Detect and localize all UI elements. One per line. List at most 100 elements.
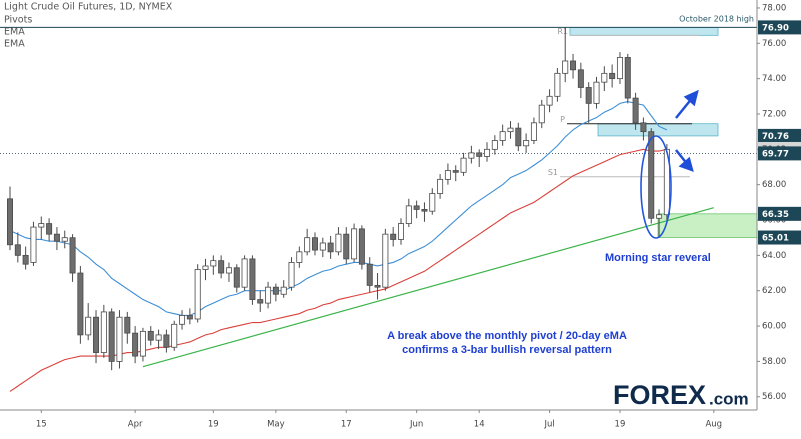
candle-body bbox=[460, 157, 467, 173]
candle-body bbox=[257, 299, 264, 304]
level-label-box bbox=[758, 230, 801, 245]
legend-entry: EMA bbox=[4, 39, 25, 50]
x-tick-label: Apr bbox=[128, 420, 143, 430]
y-tick-label: 78.00 bbox=[762, 3, 786, 13]
candle-body bbox=[374, 285, 381, 288]
highlight-ellipse bbox=[640, 135, 672, 239]
candle-body bbox=[405, 205, 412, 224]
high-note: October 2018 high bbox=[679, 15, 754, 24]
candle-body bbox=[601, 72, 608, 83]
candle-body bbox=[100, 311, 107, 353]
candle-body bbox=[468, 152, 475, 159]
arrow-down-head bbox=[678, 156, 694, 172]
candle-body bbox=[523, 140, 530, 147]
x-tick-label: Jul bbox=[543, 420, 554, 430]
candle-body bbox=[85, 316, 92, 336]
pivot-label: P bbox=[560, 115, 565, 124]
x-tick-label: May bbox=[267, 420, 285, 430]
candle-body bbox=[179, 315, 186, 325]
candle-body bbox=[139, 330, 146, 357]
logo-brand: FOREX bbox=[613, 380, 706, 410]
level-label-box bbox=[758, 128, 801, 143]
candle-body bbox=[265, 286, 272, 304]
candle-body bbox=[194, 269, 201, 320]
candle-body bbox=[476, 152, 483, 157]
candle-body bbox=[484, 148, 491, 157]
candle-body bbox=[413, 205, 420, 210]
level-label-box bbox=[758, 20, 801, 35]
candle-body bbox=[390, 233, 397, 240]
legend-entry: EMA bbox=[4, 27, 25, 38]
y-tick-label: 72.00 bbox=[762, 109, 786, 119]
candle-body bbox=[327, 242, 334, 253]
candle-body bbox=[304, 237, 311, 253]
y-tick-label: 62.00 bbox=[762, 286, 786, 296]
candle-body bbox=[241, 258, 248, 288]
candle-body bbox=[319, 242, 326, 251]
candle-body bbox=[53, 233, 60, 242]
candle-body bbox=[225, 267, 232, 274]
candle-body bbox=[14, 244, 21, 256]
candle-body bbox=[147, 330, 154, 341]
candle-body bbox=[351, 228, 358, 260]
candle-body bbox=[444, 170, 451, 180]
candle-body bbox=[116, 316, 123, 362]
candle-body bbox=[69, 237, 76, 274]
candle-body bbox=[132, 332, 139, 357]
candle-body bbox=[288, 262, 295, 288]
plot: R1 P S1 bbox=[0, 27, 757, 392]
candle-body bbox=[171, 323, 178, 348]
candle-body bbox=[640, 122, 647, 133]
arrows bbox=[675, 89, 699, 172]
level-label: 65.01 bbox=[762, 234, 789, 244]
zones bbox=[569, 26, 758, 238]
level-label: 76.90 bbox=[762, 23, 789, 33]
level-label: 69.77 bbox=[762, 149, 789, 159]
candle-body bbox=[124, 316, 131, 334]
trendline bbox=[142, 207, 714, 368]
y-tick-label: 60.00 bbox=[762, 322, 786, 332]
candle-body bbox=[343, 233, 350, 260]
y-tick-label: 58.00 bbox=[762, 357, 786, 367]
pivot-label: S1 bbox=[548, 168, 558, 177]
candle-body bbox=[585, 87, 592, 104]
candle-body bbox=[358, 228, 365, 265]
candle-body bbox=[108, 311, 115, 362]
y-tick-label: 76.00 bbox=[762, 39, 786, 49]
x-tick-label: 19 bbox=[208, 420, 219, 430]
candle-body bbox=[491, 140, 498, 150]
candle-body bbox=[61, 237, 68, 242]
candle-body bbox=[397, 223, 404, 240]
x-tick-label: Jun bbox=[409, 420, 423, 430]
level-label: 70.76 bbox=[762, 132, 789, 142]
candle-body bbox=[202, 265, 209, 270]
candle-body bbox=[577, 69, 584, 88]
candle-body bbox=[538, 104, 545, 124]
candle-body bbox=[249, 258, 256, 300]
candle-body bbox=[546, 95, 553, 106]
level-label-box bbox=[758, 146, 801, 161]
candle-body bbox=[30, 226, 37, 263]
candle-body bbox=[507, 127, 514, 133]
logo-suffix: .com bbox=[709, 389, 749, 408]
candle-body bbox=[163, 334, 170, 348]
zone bbox=[657, 213, 758, 238]
candle-body bbox=[311, 237, 318, 251]
pattern-note: Morning star reveral bbox=[605, 252, 711, 264]
candle-body bbox=[452, 170, 459, 173]
candle-body bbox=[22, 254, 29, 265]
candle-body bbox=[632, 97, 639, 124]
candle-body bbox=[554, 72, 561, 97]
arrow-up-head bbox=[683, 89, 699, 107]
y-tick-label: 74.00 bbox=[762, 74, 786, 84]
candle-body bbox=[609, 72, 616, 80]
y-tick-label: 64.00 bbox=[762, 251, 786, 261]
candle-body bbox=[7, 198, 13, 246]
chart-title: Light Crude Oil Futures, 1D, NYMEX bbox=[4, 2, 173, 13]
legend-pivots: Pivots bbox=[4, 15, 32, 26]
candle-body bbox=[429, 193, 436, 212]
candle-body bbox=[562, 60, 569, 74]
candle-body bbox=[530, 122, 537, 141]
candle-body bbox=[233, 267, 240, 288]
